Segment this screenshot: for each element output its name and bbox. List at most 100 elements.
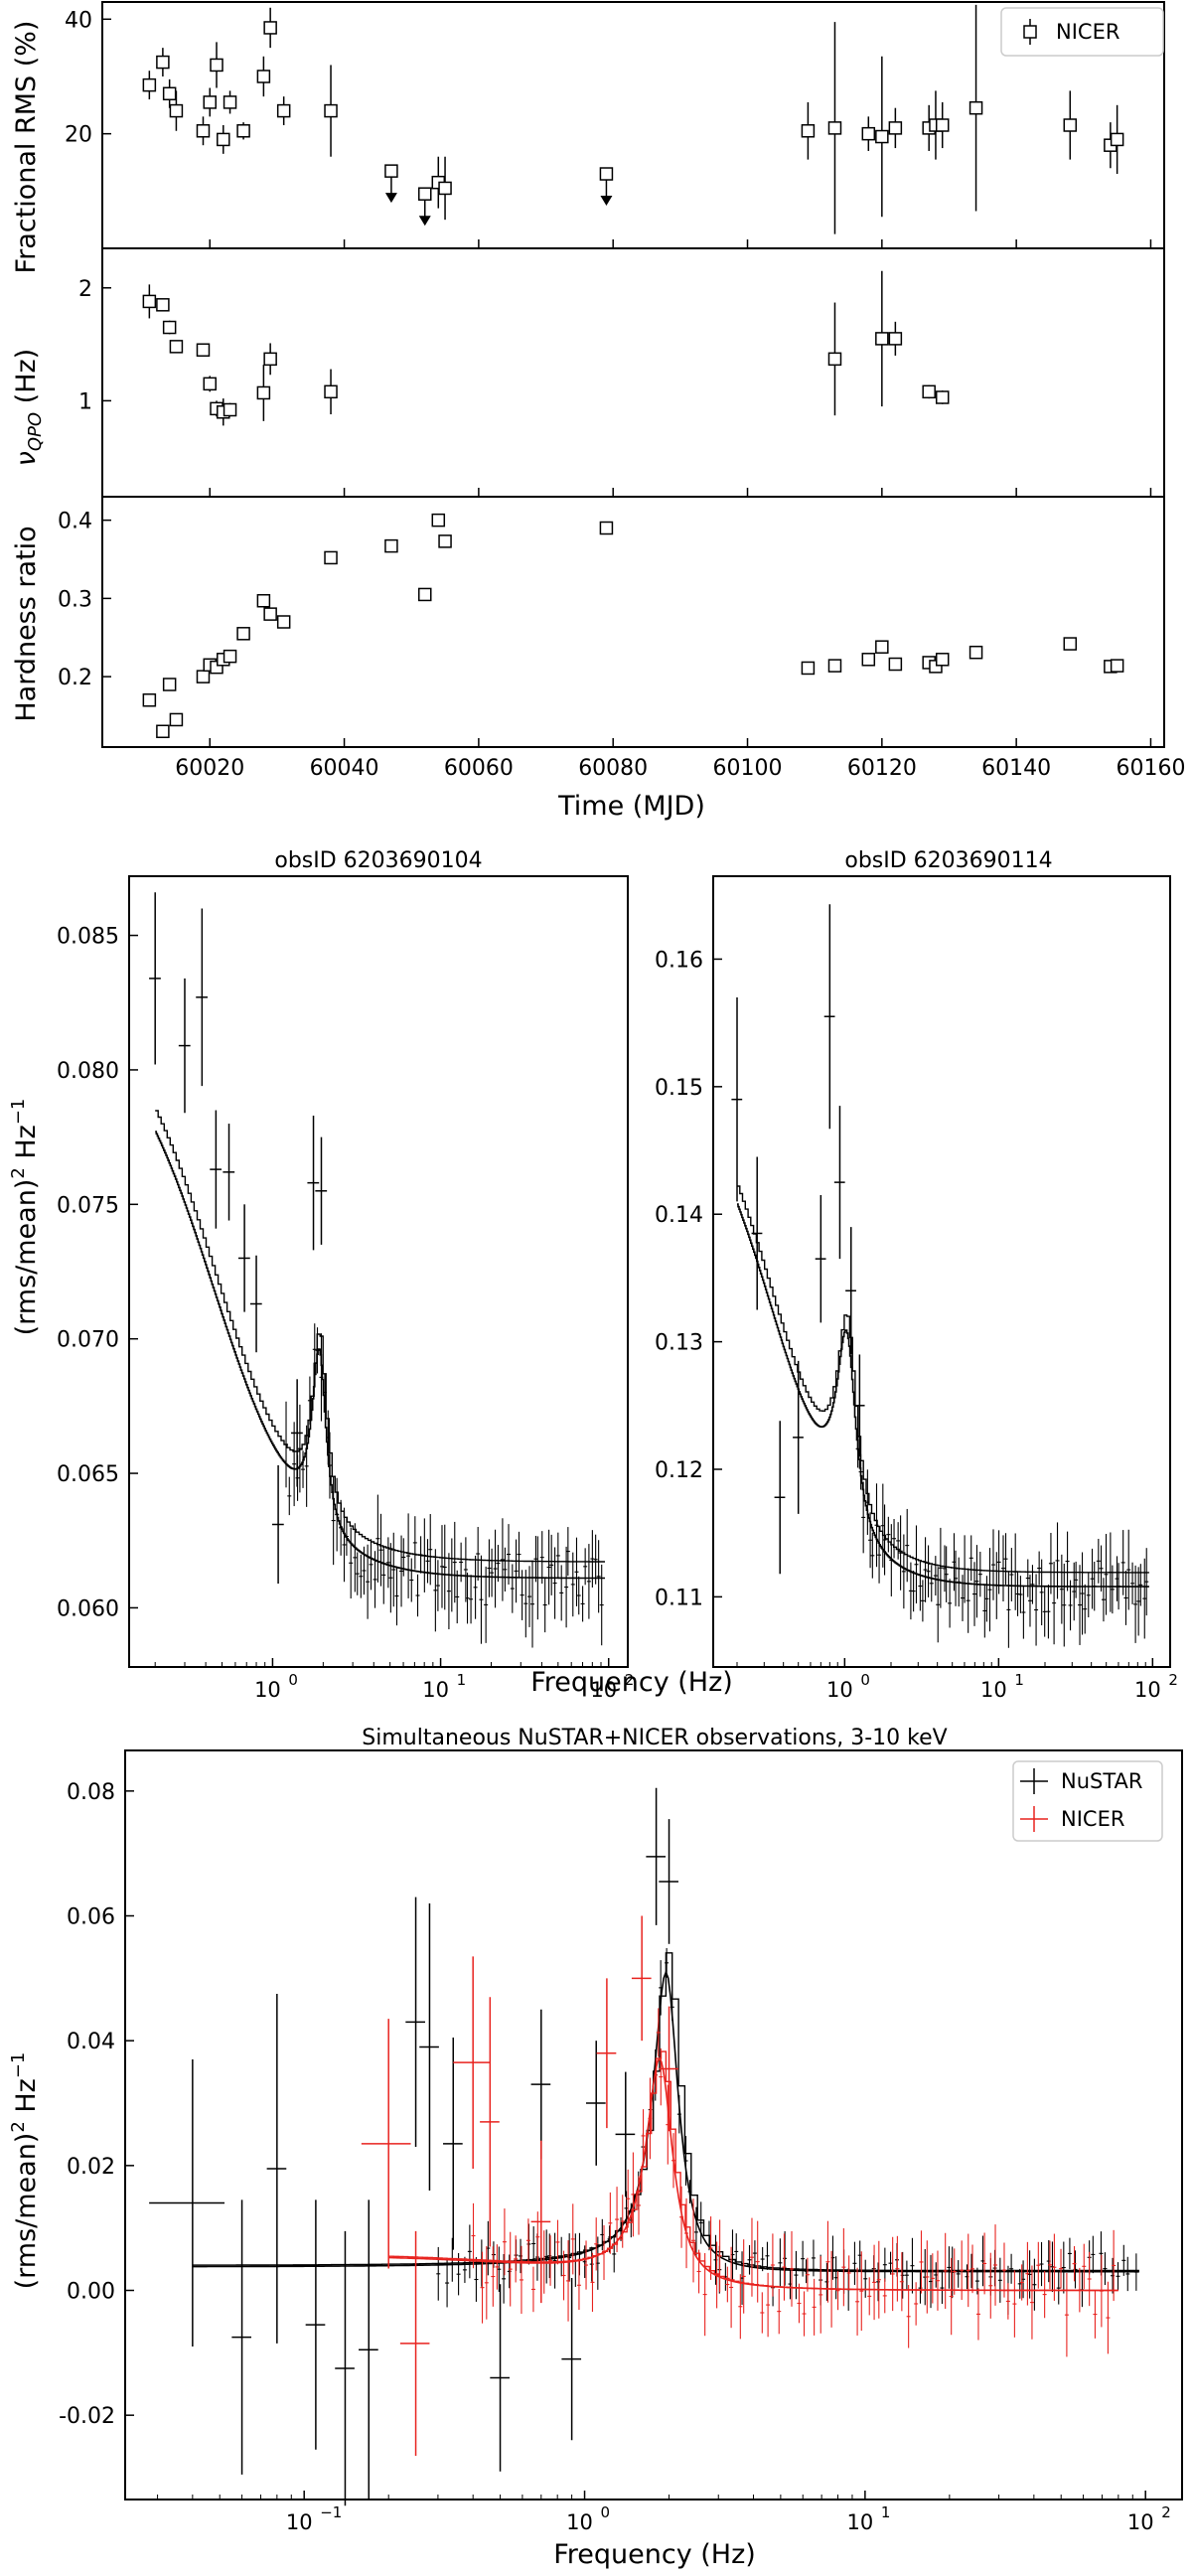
legend-label: NICER xyxy=(1056,20,1119,44)
data-point xyxy=(169,340,184,354)
data-point xyxy=(217,132,230,147)
data-point xyxy=(169,712,184,727)
data-point xyxy=(1063,118,1078,132)
x-tick-exponent: 0 xyxy=(860,1671,870,1689)
rms-ylabel: Fractional RMS (%) xyxy=(11,21,42,274)
data-point xyxy=(223,95,237,109)
x-tick-exponent: 1 xyxy=(1014,1671,1024,1689)
y-tick-label: 0.11 xyxy=(655,1586,703,1610)
data-point xyxy=(142,693,157,707)
data-point xyxy=(263,352,277,367)
legend-box xyxy=(1000,7,1164,57)
plot-frame xyxy=(124,1749,1183,2500)
data-point xyxy=(256,385,271,400)
x-tick-label: 10 xyxy=(826,1678,853,1702)
data-point xyxy=(968,645,983,660)
plot-frame xyxy=(101,496,1165,748)
x-tick-exponent: −1 xyxy=(320,2503,342,2521)
x-tick-label: 10 xyxy=(1127,2510,1154,2534)
data-point xyxy=(922,384,936,399)
x-tick-exponent: 0 xyxy=(288,1671,298,1689)
y-tick-label: 0.2 xyxy=(58,666,92,690)
plot-frame xyxy=(101,247,1165,498)
data-point xyxy=(599,167,614,181)
data-point xyxy=(203,95,218,109)
data-point xyxy=(324,550,338,565)
x-tick-exponent: 2 xyxy=(1168,1671,1178,1689)
qpo-ylabel: νQPO (Hz) xyxy=(11,349,46,466)
y-tick-label: 0.075 xyxy=(57,1193,119,1218)
data-point xyxy=(162,86,177,101)
panel-pds-right: 0.11 0.12 0.13 0.14 0.15 0.16 10 0 10 1 10 2 xyxy=(655,875,1178,1702)
x-tick-label: 10 xyxy=(847,2510,874,2534)
y-tick-label: 1 xyxy=(78,389,92,414)
pds3-xlabel: Frequency (Hz) xyxy=(553,2539,756,2570)
upper-limit-arrowhead xyxy=(418,216,431,227)
data-point xyxy=(256,593,271,608)
x-tick-label: 60020 xyxy=(175,756,244,781)
data-point xyxy=(875,332,889,346)
data-point xyxy=(888,332,903,346)
pds-ylabel-unit: Hz xyxy=(11,1125,42,1167)
data-point xyxy=(418,587,432,602)
data-point xyxy=(196,124,211,138)
x-tick-exponent: 1 xyxy=(881,2503,891,2521)
qpo-ylabel-nu: ν xyxy=(11,451,42,466)
x-tick-label: 10 xyxy=(1134,1678,1161,1702)
data-step-line xyxy=(155,1110,605,1563)
data-point xyxy=(142,77,157,92)
data-point xyxy=(324,103,338,118)
x-tick-label: 10 xyxy=(566,2510,593,2534)
qpo-ylabel-unit: (Hz) xyxy=(11,349,42,412)
y-tick-label: 40 xyxy=(65,8,92,33)
data-point xyxy=(162,678,177,691)
x-tick-label: 60060 xyxy=(444,756,514,781)
data-point xyxy=(599,521,614,535)
data-point xyxy=(324,384,338,399)
y-tick-label: 20 xyxy=(65,123,92,148)
data-point xyxy=(827,121,842,135)
x-tick-label: 60160 xyxy=(1116,756,1185,781)
data-point xyxy=(263,21,277,35)
panel-hardness: 0.2 0.3 0.4 60020 60040 60060 60080 60100 60120 6… xyxy=(58,496,1185,781)
x-tick-label: 10 xyxy=(254,1678,281,1702)
data-point xyxy=(431,513,446,528)
pds3-ylabel-base: (rms/mean) xyxy=(11,2133,42,2290)
panel-qpo: 12 xyxy=(78,247,1165,498)
qpo-ylabel-sub: QPO xyxy=(25,412,46,451)
data-point xyxy=(156,298,170,312)
pds-ylabel-base: (rms/mean) xyxy=(11,1179,42,1336)
pds-left-title: obsID 6203690104 xyxy=(274,848,482,873)
y-tick-label: 0.12 xyxy=(655,1458,703,1483)
y-tick-label: 0.060 xyxy=(57,1596,119,1621)
data-point xyxy=(438,181,452,196)
y-tick-label: 0.00 xyxy=(67,2280,115,2305)
model-curve xyxy=(388,2057,1118,2292)
y-tick-label: 0.13 xyxy=(655,1331,703,1356)
data-point xyxy=(1110,132,1124,147)
legend-nicer-label: NICER xyxy=(1061,1807,1124,1831)
y-tick-label: 0.04 xyxy=(67,2030,115,2054)
x-tick-exponent: 2 xyxy=(1161,2503,1171,2521)
data-point xyxy=(935,118,950,132)
data-point xyxy=(196,343,211,358)
data-step-line xyxy=(388,2050,1118,2292)
x-tick-exponent: 0 xyxy=(601,2503,611,2521)
data-point xyxy=(162,320,177,335)
plot-frame xyxy=(128,875,629,1668)
legend-square-marker xyxy=(1023,25,1037,39)
y-tick-label: 0.085 xyxy=(57,925,119,950)
upper-limit-arrowhead xyxy=(600,196,613,207)
y-tick-label: 0.15 xyxy=(655,1076,703,1101)
data-point xyxy=(1063,637,1078,651)
y-tick-label: 0.06 xyxy=(67,1905,115,1930)
data-point xyxy=(861,653,876,667)
y-tick-label: 0.4 xyxy=(58,510,92,534)
x-tick-label: 60080 xyxy=(578,756,648,781)
data-point xyxy=(236,627,250,641)
x-tick-label: 60120 xyxy=(847,756,917,781)
data-point xyxy=(1110,659,1124,673)
y-tick-label: 2 xyxy=(78,277,92,302)
pds3-ylabel-unit-sup: −1 xyxy=(8,2052,29,2079)
